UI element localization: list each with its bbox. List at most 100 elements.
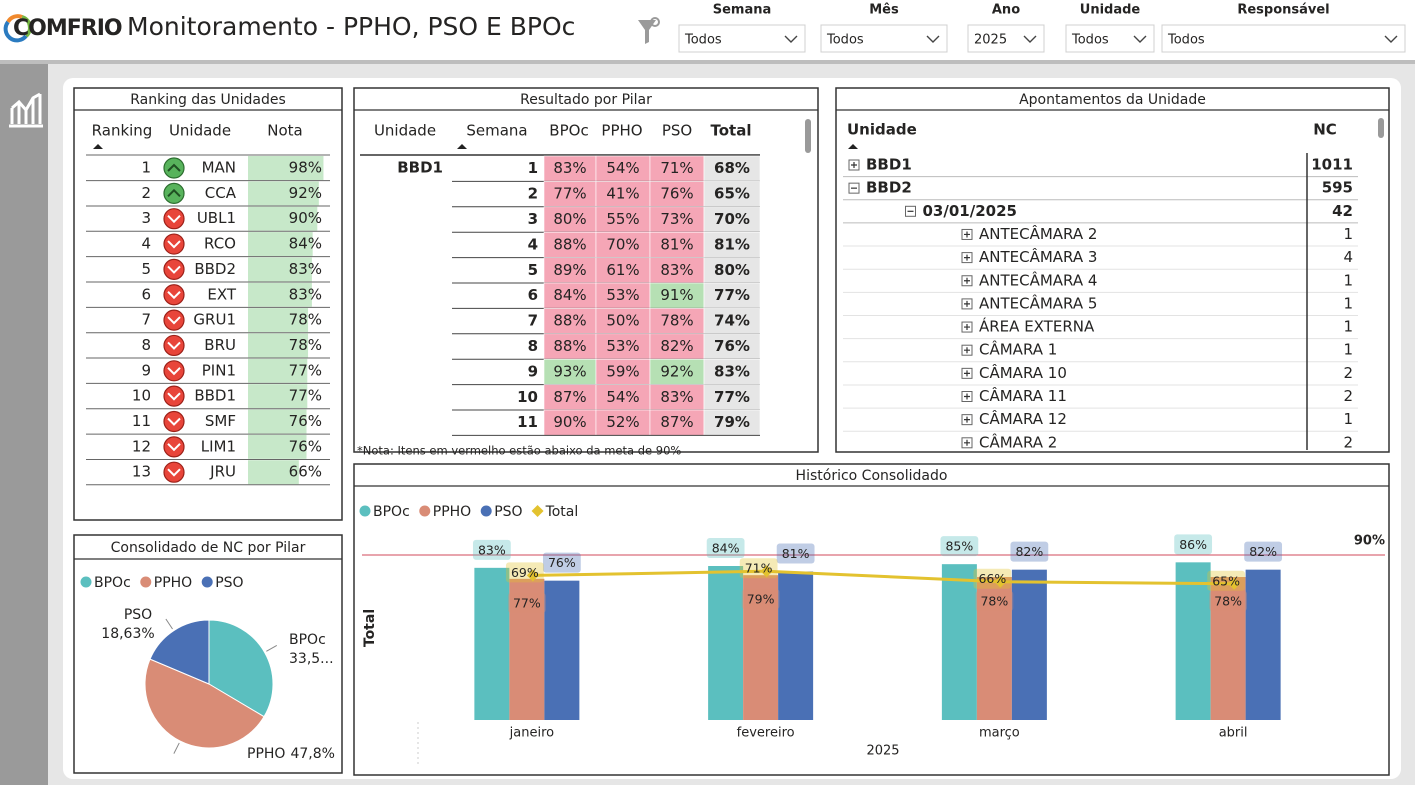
total-score: 77% <box>714 388 750 406</box>
filter-value: Todos <box>826 33 864 48</box>
expand-toggle[interactable] <box>961 252 973 264</box>
dropdown-chevron <box>784 35 798 43</box>
trend-chevron <box>167 214 181 224</box>
nota-bar <box>248 434 307 459</box>
score-cell <box>703 384 761 411</box>
scrollbar[interactable] <box>1378 118 1384 138</box>
legend-label: BPOc <box>373 504 410 520</box>
toggle-sign <box>964 277 970 284</box>
legend-item[interactable]: PPHO <box>140 575 192 591</box>
expand-toggle[interactable] <box>905 205 916 217</box>
dropdown-chevron <box>926 35 940 43</box>
data-label: 69% <box>505 562 544 583</box>
trend-down-icon <box>163 258 185 280</box>
score: 84% <box>553 286 586 304</box>
filter-label: Mês <box>869 3 899 18</box>
expand-toggle[interactable] <box>961 275 973 287</box>
tree-label: ANTECÂMARA 4 <box>979 270 1097 289</box>
score-cell <box>595 206 651 233</box>
filter-label: Semana <box>713 3 772 18</box>
data-label: 82% <box>1010 541 1049 562</box>
nota: 84% <box>289 235 322 253</box>
column-header: BPOc <box>549 122 588 140</box>
expand-toggle[interactable] <box>961 367 973 379</box>
dropdown-chevron <box>1384 35 1398 43</box>
scrollbar[interactable] <box>805 119 811 153</box>
filter-dropdown[interactable] <box>820 24 948 53</box>
nc-count: 2 <box>1343 364 1353 382</box>
data-label-bg <box>973 568 1012 589</box>
data-label-bg <box>741 589 780 610</box>
legend-marker <box>80 576 92 588</box>
expand-toggle[interactable] <box>961 228 973 240</box>
filter-dropdown[interactable] <box>1065 24 1155 53</box>
nota: 66% <box>289 463 322 481</box>
legend-item[interactable]: PSO <box>480 504 523 520</box>
legend-item[interactable]: PSO <box>201 575 244 591</box>
panel-title: Apontamentos da Unidade <box>1019 92 1206 108</box>
bar <box>474 567 510 720</box>
expand-toggle[interactable] <box>848 159 860 171</box>
pie-slice <box>144 658 265 749</box>
data-label-text: 69% <box>511 565 539 580</box>
rank: 10 <box>132 387 151 405</box>
bar <box>941 564 977 720</box>
trend-chevron <box>167 468 181 477</box>
rank: 4 <box>141 235 151 253</box>
expand-toggle[interactable] <box>961 414 973 426</box>
data-label: 84% <box>706 538 745 558</box>
tree-label: ANTECÂMARA 5 <box>979 293 1097 312</box>
total-score: 79% <box>714 413 750 431</box>
trend-chevron <box>167 316 181 325</box>
score: 88% <box>553 235 586 253</box>
bar <box>544 580 580 720</box>
panel-title: Histórico Consolidado <box>796 468 948 484</box>
expand-toggle[interactable] <box>961 391 973 402</box>
filter-icon[interactable] <box>638 20 656 44</box>
score: 83% <box>660 388 693 406</box>
score-cell <box>595 257 651 284</box>
filter-dropdown[interactable] <box>1161 24 1406 53</box>
legend-item[interactable]: PPHO <box>419 504 471 520</box>
data-label-bg <box>1209 591 1248 611</box>
expand-toggle[interactable] <box>848 182 860 194</box>
filter-dropdown[interactable] <box>678 24 806 53</box>
legend-item[interactable]: Total <box>531 504 579 520</box>
nota-bar <box>248 282 312 307</box>
score: 91% <box>660 286 693 304</box>
week: 8 <box>528 337 538 355</box>
dropdown-chevron <box>1023 35 1037 43</box>
legend-item[interactable]: BPOc <box>80 575 131 591</box>
score-cell <box>543 231 597 258</box>
trend-down-icon <box>163 309 185 331</box>
expand-toggle[interactable] <box>961 298 973 310</box>
tree-label: CÂMARA 12 <box>979 409 1067 428</box>
filter-dropdown[interactable] <box>967 24 1045 53</box>
data-label-bg <box>975 591 1014 611</box>
score-cell <box>543 282 597 309</box>
expand-toggle[interactable] <box>961 344 973 356</box>
week: 6 <box>528 286 538 304</box>
nota: 77% <box>289 387 322 405</box>
week: 5 <box>528 261 538 279</box>
toggle-sign <box>851 162 857 168</box>
score: 53% <box>606 337 639 355</box>
data-label-text: 79% <box>747 592 775 607</box>
nota: 90% <box>289 209 322 227</box>
rank: 7 <box>141 311 151 329</box>
legend-item[interactable]: BPOc <box>359 504 410 520</box>
tree-label: BBD2 <box>866 179 912 197</box>
total-marker <box>994 575 1007 588</box>
expand-toggle[interactable] <box>961 437 973 449</box>
report-icon[interactable] <box>9 92 43 128</box>
column-header: NC <box>1313 121 1337 139</box>
score: 89% <box>553 261 586 279</box>
expand-toggle[interactable] <box>961 321 973 333</box>
legend-marker <box>140 576 152 588</box>
trend-chevron <box>167 265 181 274</box>
trend-down-icon <box>163 284 185 306</box>
score: 81% <box>660 235 693 253</box>
nc-count: 1 <box>1343 271 1353 289</box>
data-label: 81% <box>776 543 815 564</box>
column-header: Nota <box>267 122 302 140</box>
